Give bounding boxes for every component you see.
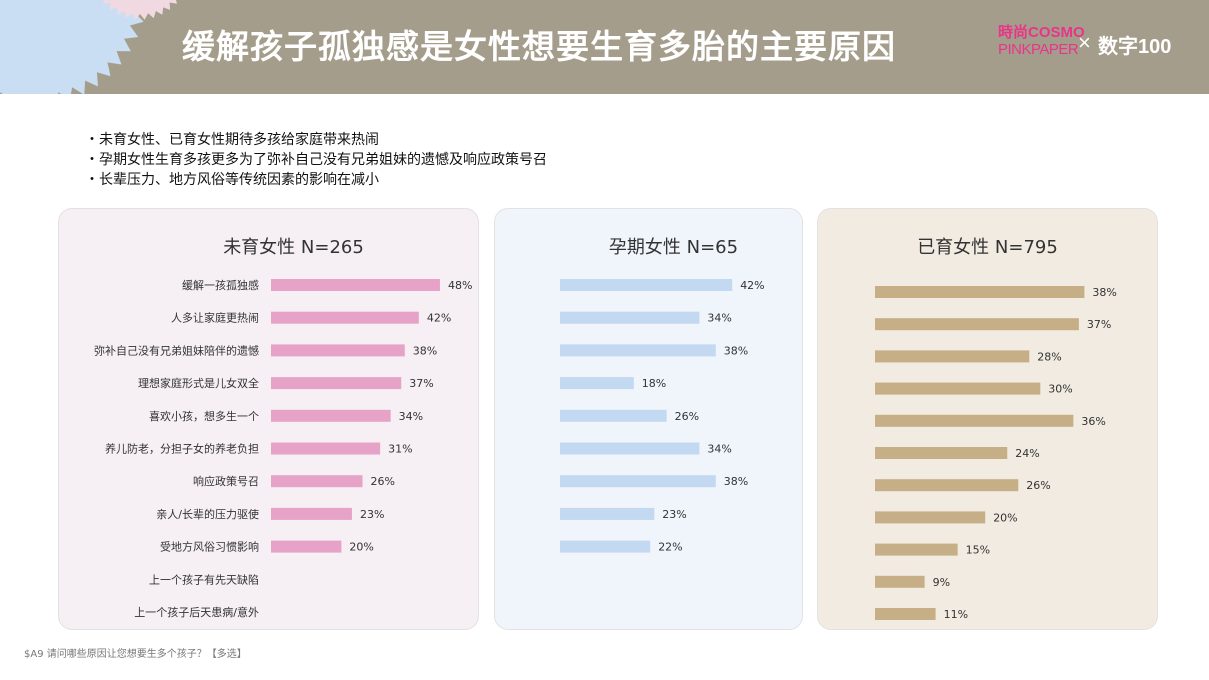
bar bbox=[875, 286, 1085, 298]
data-label: 37% bbox=[1087, 318, 1111, 331]
logo-pinkpaper-text: PINKPAPER bbox=[998, 41, 1079, 58]
data-label: 34% bbox=[707, 312, 731, 325]
data-label: 24% bbox=[1015, 447, 1039, 460]
category-label: 理想家庭形式是儿女双全 bbox=[138, 376, 259, 390]
data-label: 22% bbox=[658, 541, 682, 554]
bar bbox=[875, 511, 986, 524]
panel-title-pregnant: 孕期女性 N=65 bbox=[608, 237, 739, 258]
bar bbox=[875, 608, 936, 620]
bar bbox=[875, 479, 1019, 492]
data-label: 38% bbox=[1092, 286, 1116, 299]
data-label: 20% bbox=[993, 511, 1017, 524]
bar bbox=[875, 382, 1041, 395]
logo-cosmo-text: 時尚COSMO bbox=[998, 24, 1085, 41]
brand-logo: 時尚COSMO PINKPAPER × 数字100 bbox=[998, 24, 1188, 64]
bar bbox=[271, 442, 381, 455]
bar bbox=[560, 311, 700, 324]
bar bbox=[560, 279, 733, 291]
data-label: 20% bbox=[349, 541, 373, 554]
data-label: 30% bbox=[1048, 383, 1072, 396]
category-label: 养儿防老，分担子女的养老负担 bbox=[105, 442, 259, 456]
bar bbox=[560, 475, 716, 488]
logo-partner-text: 数字100 bbox=[1098, 36, 1172, 58]
panel-title-not-yet: 未育女性 N=265 bbox=[223, 237, 364, 258]
survey-question-footnote: $A9 请问哪些原因让您想要生多个孩子？【多选】 bbox=[24, 649, 247, 660]
data-label: 42% bbox=[740, 279, 764, 292]
bar bbox=[560, 442, 700, 455]
bar bbox=[875, 414, 1074, 427]
starburst-blue-shape bbox=[0, 0, 147, 94]
bar bbox=[271, 377, 402, 390]
bar bbox=[271, 344, 405, 357]
data-label: 37% bbox=[409, 377, 433, 390]
bar bbox=[560, 540, 651, 553]
bar-chart-not-yet: 缓解一孩孤独感 48% 人多让家庭更热闹 42% 弥补自己没有兄弟姐妹陪伴的遗憾 38% 理… bbox=[94, 278, 472, 619]
category-label: 响应政策号召 bbox=[193, 474, 259, 488]
bar bbox=[875, 350, 1030, 363]
data-label: 26% bbox=[1026, 479, 1050, 492]
category-label: 弥补自己没有兄弟姐妹陪伴的遗憾 bbox=[94, 343, 259, 357]
page-title: 缓解孩子孤独感是女性想要生育多胎的主要原因 bbox=[182, 27, 896, 66]
key-findings-list: ・未育女性、已育女性期待多孩给家庭带来热闹 ・孕期女性生育多孩更多为了弥补自己没… bbox=[85, 130, 547, 190]
panel-pregnant: 孕期女性 N=65 42% 34% 38% 18% 26% 34% 38% 23% 22% bbox=[494, 208, 803, 630]
data-label: 38% bbox=[413, 344, 437, 357]
bar bbox=[560, 507, 655, 520]
key-finding-item: ・孕期女性生育多孩更多为了弥补自己没有兄弟姐妹的遗憾及响应政策号召 bbox=[85, 152, 547, 168]
data-label: 23% bbox=[662, 508, 686, 521]
panel-title-mothers: 已育女性 N=795 bbox=[917, 237, 1058, 258]
bar bbox=[560, 344, 716, 357]
data-label: 15% bbox=[966, 544, 990, 557]
bar bbox=[560, 377, 634, 390]
decorative-starburst bbox=[0, 0, 177, 94]
data-label: 36% bbox=[1081, 415, 1105, 428]
header-banner: 缓解孩子孤独感是女性想要生育多胎的主要原因 時尚COSMO PINKPAPER … bbox=[0, 0, 1209, 94]
category-label: 喜欢小孩，想多生一个 bbox=[149, 409, 259, 423]
data-label: 34% bbox=[399, 410, 423, 423]
key-finding-item: ・未育女性、已育女性期待多孩给家庭带来热闹 bbox=[85, 132, 379, 148]
bar bbox=[271, 507, 352, 520]
bar bbox=[875, 575, 925, 588]
category-label: 亲人/长辈的压力驱使 bbox=[156, 507, 259, 521]
category-label: 缓解一孩孤独感 bbox=[182, 278, 259, 292]
bar bbox=[271, 475, 363, 488]
panel-mothers: 已育女性 N=795 38% 37% 28% 30% 36% 24% 26% 20% 15% 9%… bbox=[817, 208, 1158, 630]
data-label: 9% bbox=[933, 576, 950, 589]
bar-chart-pregnant: 42% 34% 38% 18% 26% 34% 38% 23% 22% bbox=[560, 279, 765, 554]
key-finding-item: ・长辈压力、地方风俗等传统因素的影响在减小 bbox=[85, 172, 379, 188]
category-label: 上一个孩子后天患病/意外 bbox=[134, 605, 259, 619]
data-label: 31% bbox=[388, 443, 412, 456]
category-label: 受地方风俗习惯影响 bbox=[160, 540, 259, 554]
starburst-pink-shape bbox=[103, 0, 177, 20]
logo-separator: × bbox=[1078, 30, 1091, 55]
panel-not-yet-mothers: 未育女性 N=265 缓解一孩孤独感 48% 人多让家庭更热闹 42% 弥补自己没有兄弟… bbox=[58, 208, 479, 630]
data-label: 11% bbox=[944, 608, 968, 621]
bar bbox=[560, 409, 667, 422]
data-label: 38% bbox=[724, 344, 748, 357]
data-label: 38% bbox=[724, 475, 748, 488]
data-label: 26% bbox=[675, 410, 699, 423]
bar-chart-mothers: 38% 37% 28% 30% 36% 24% 26% 20% 15% 9% 11% bbox=[875, 286, 1117, 621]
bar bbox=[271, 279, 440, 291]
bar bbox=[875, 318, 1079, 331]
data-label: 48% bbox=[448, 279, 472, 292]
data-label: 42% bbox=[427, 312, 451, 325]
bar bbox=[271, 409, 391, 422]
bar bbox=[271, 311, 419, 324]
category-label: 人多让家庭更热闹 bbox=[171, 311, 259, 325]
bar bbox=[875, 543, 958, 556]
data-label: 23% bbox=[360, 508, 384, 521]
data-label: 26% bbox=[371, 475, 395, 488]
data-label: 34% bbox=[707, 443, 731, 456]
category-label: 上一个孩子有先天缺陷 bbox=[149, 572, 259, 586]
data-label: 28% bbox=[1037, 350, 1061, 363]
data-label: 18% bbox=[642, 377, 666, 390]
bar bbox=[271, 540, 342, 553]
bar bbox=[875, 447, 1008, 459]
